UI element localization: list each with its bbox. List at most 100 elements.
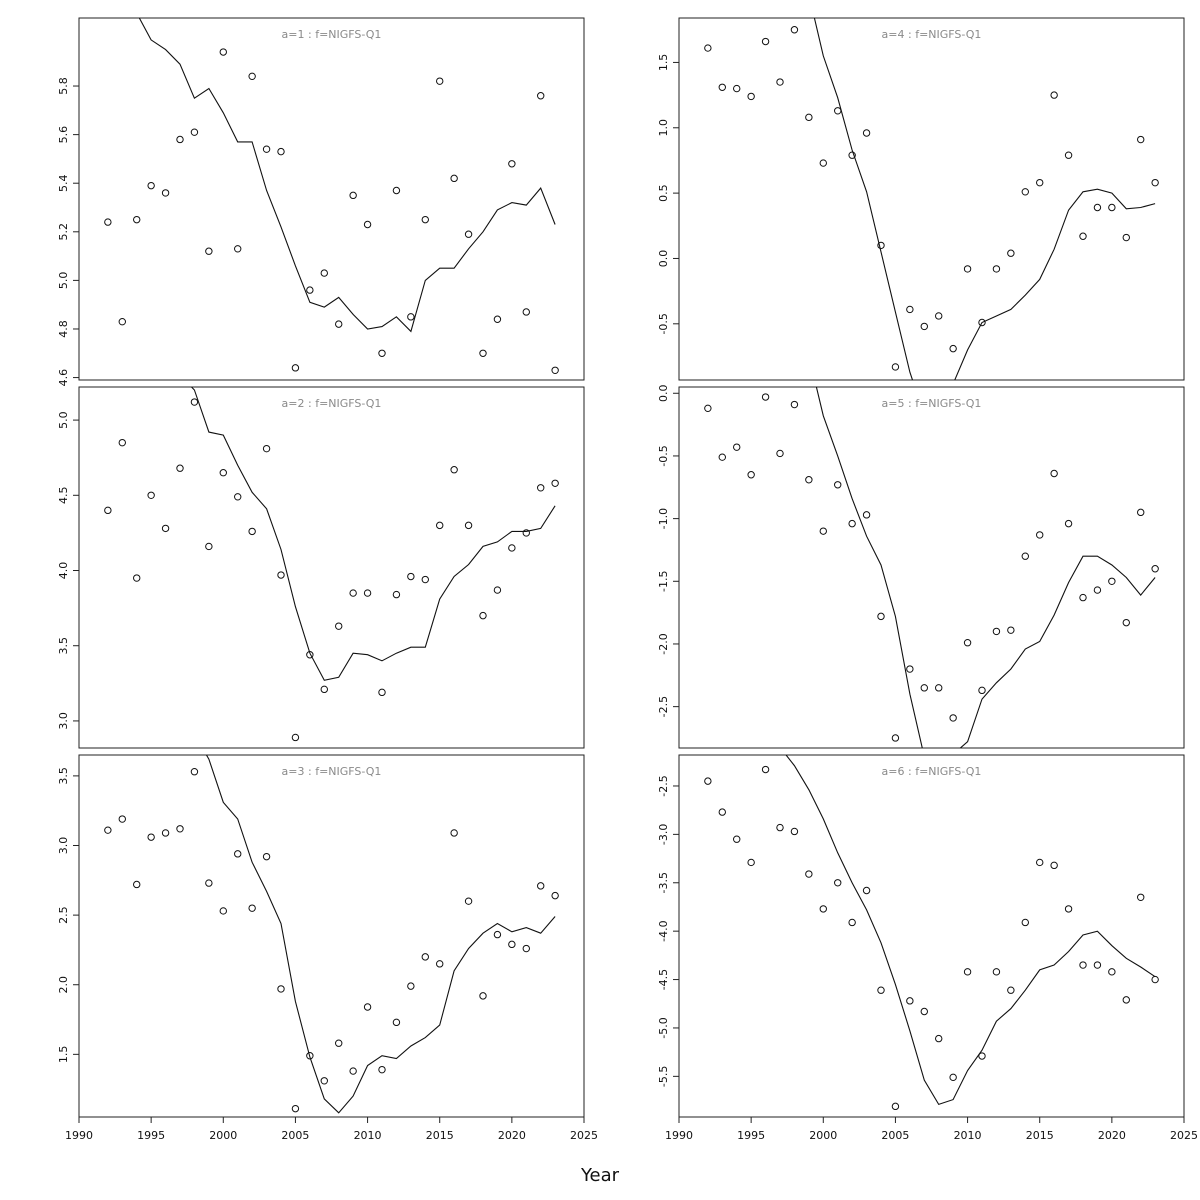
observed-point <box>349 191 357 200</box>
observed-point <box>1050 469 1058 478</box>
observed-point <box>949 714 957 722</box>
observed-point <box>935 684 943 692</box>
observed-point <box>949 344 957 353</box>
observed-point <box>920 1007 928 1016</box>
observed-point <box>205 247 213 255</box>
observed-point <box>704 404 712 413</box>
observed-point <box>537 882 545 890</box>
observed-point <box>479 992 487 1000</box>
observed-point <box>862 129 871 137</box>
observed-point <box>147 833 155 841</box>
observed-point <box>551 366 559 374</box>
observed-point <box>776 823 784 832</box>
y-tick-label: -4.5 <box>657 969 670 990</box>
observed-point <box>848 151 856 159</box>
observed-point <box>363 220 372 229</box>
observed-point <box>848 519 856 528</box>
observed-point <box>747 858 755 867</box>
observed-point <box>862 886 871 895</box>
observed-point <box>306 1052 314 1060</box>
observed-point <box>262 444 271 453</box>
observed-point <box>978 1052 986 1060</box>
observed-point <box>704 44 712 52</box>
observed-point <box>1021 918 1029 927</box>
observed-point <box>1151 565 1159 573</box>
x-tick-label: 2025 <box>570 1129 598 1142</box>
observed-point <box>1050 91 1058 99</box>
observed-point <box>949 1073 957 1082</box>
x-tick-label: 1995 <box>137 1129 165 1142</box>
observed-point <box>551 479 559 487</box>
observed-point <box>407 572 415 581</box>
observed-point <box>118 815 126 823</box>
y-tick-label: -4.0 <box>657 920 670 941</box>
observed-point <box>320 1077 328 1085</box>
observed-point <box>493 315 502 323</box>
observed-point <box>133 215 141 224</box>
y-tick-label: 2.5 <box>57 906 70 924</box>
observed-point <box>805 113 813 122</box>
y-tick-label: -1.0 <box>657 508 670 529</box>
x-tick-label: 2020 <box>498 1129 526 1142</box>
observed-point <box>1108 968 1116 976</box>
observed-point <box>335 622 343 630</box>
observed-point <box>335 320 343 328</box>
observed-point <box>747 92 755 101</box>
observed-point <box>479 611 487 620</box>
y-tick-label: -0.5 <box>657 445 670 466</box>
observed-point <box>104 826 112 834</box>
observed-point <box>118 317 126 326</box>
observed-point <box>118 438 126 447</box>
observed-point <box>464 230 473 238</box>
observed-point <box>219 907 227 915</box>
observed-point <box>1064 151 1073 159</box>
fitted-line <box>138 18 556 333</box>
observed-point <box>978 686 986 695</box>
observed-point <box>1122 996 1130 1004</box>
observed-point <box>834 481 842 489</box>
panel-label: a=1 : f=NIGFS-Q1 <box>282 28 382 41</box>
observed-point <box>421 953 429 961</box>
observed-point <box>1036 858 1044 867</box>
observed-point <box>450 829 458 837</box>
panels: a=1 : f=NIGFS-Q1 4.6 4.8 5.0 5.2 5.4 5.6 5.8 a=2… <box>57 17 1198 1142</box>
observed-point <box>848 918 856 927</box>
plot-frame <box>678 754 1185 1118</box>
observed-point <box>464 897 473 905</box>
observed-point <box>906 665 914 673</box>
observed-point <box>248 527 256 536</box>
y-tick-label: 1.0 <box>657 119 670 137</box>
observed-point <box>421 215 429 224</box>
y-tick-label: 5.4 <box>57 174 70 192</box>
observed-point <box>790 400 799 409</box>
observed-point <box>508 940 516 949</box>
observed-point <box>147 181 155 190</box>
observed-point <box>147 491 155 499</box>
observed-point <box>1064 519 1073 528</box>
observed-point <box>963 639 972 647</box>
y-tick-label: 2.0 <box>57 976 70 994</box>
observed-point <box>1079 961 1087 969</box>
observed-point <box>891 363 900 371</box>
observed-point <box>450 174 458 183</box>
observed-point <box>1122 618 1130 627</box>
observed-point <box>1036 178 1044 187</box>
observed-point <box>234 850 242 858</box>
observed-point <box>992 968 1001 976</box>
observed-point <box>877 241 885 250</box>
observed-point <box>190 128 199 136</box>
observed-point <box>1007 986 1015 994</box>
observed-point <box>761 765 770 774</box>
observed-point <box>522 529 530 537</box>
observed-point <box>335 1039 343 1047</box>
y-tick-label: 4.6 <box>57 369 70 387</box>
observed-point <box>104 218 112 226</box>
observed-point <box>205 879 213 887</box>
fitted-line <box>815 387 1156 748</box>
observed-point <box>776 449 784 458</box>
panel-3: a=3 : f=NIGFS-Q1 1.5 2.0 2.5 3.0 3.5 1990 1995 2… <box>57 754 598 1142</box>
observed-point <box>1093 586 1102 594</box>
x-tick-label: 1990 <box>665 1129 693 1142</box>
observed-point <box>935 1034 943 1043</box>
plot-frame <box>678 17 1185 381</box>
